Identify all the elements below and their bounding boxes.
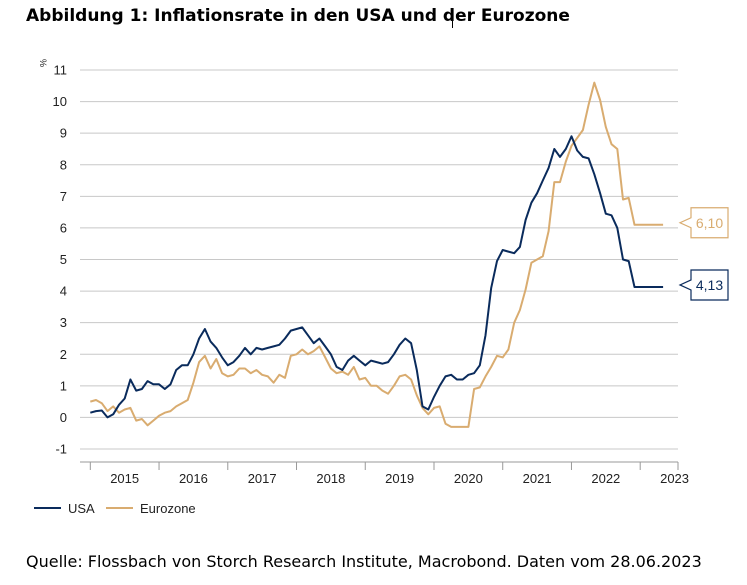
end-label-eurozone: 6,10 bbox=[696, 215, 723, 231]
y-tick-label: 7 bbox=[60, 189, 67, 204]
y-tick-label: 1 bbox=[60, 378, 67, 393]
y-tick-label: 0 bbox=[60, 410, 67, 425]
series-line-eurozone bbox=[90, 81, 664, 428]
series-lines bbox=[90, 81, 664, 428]
chart-title: Abbildung 1: Inflationsrate in den USA u… bbox=[26, 6, 570, 26]
gridlines bbox=[80, 69, 678, 450]
source-note: Quelle: Flossbach von Storch Research In… bbox=[26, 552, 702, 571]
y-tick-label: 4 bbox=[60, 284, 67, 299]
y-tick-label: 2 bbox=[60, 347, 67, 362]
y-tick-label: 6 bbox=[60, 220, 67, 235]
end-label-usa: 4,13 bbox=[696, 277, 723, 293]
text-cursor bbox=[452, 8, 453, 28]
y-tick-label: 3 bbox=[60, 315, 67, 330]
x-tick-label: 2023 bbox=[660, 471, 689, 486]
y-tick-label: 11 bbox=[54, 63, 68, 78]
x-tick-label: 2021 bbox=[523, 471, 552, 486]
y-axis-unit: % bbox=[38, 59, 48, 67]
legend-label-eurozone: Eurozone bbox=[140, 501, 196, 516]
x-tick-label: 2019 bbox=[385, 471, 414, 486]
series-line-usa bbox=[90, 135, 664, 419]
end-labels: 4,13 6,10 bbox=[678, 207, 729, 301]
x-tick-label: 2018 bbox=[316, 471, 345, 486]
end-label-box-usa bbox=[678, 269, 729, 301]
axes: -1 0 1 2 3 4 5 6 7 8 9 10 11% 2015 2016 2017 2018 2019 202… bbox=[38, 59, 689, 486]
y-tick-label: 10 bbox=[53, 94, 67, 109]
x-tick-label: 2022 bbox=[591, 471, 620, 486]
x-tick-label: 2015 bbox=[110, 471, 139, 486]
y-tick-label: 5 bbox=[60, 252, 67, 267]
end-label-box-eurozone bbox=[678, 207, 729, 239]
legend-label-usa: USA bbox=[68, 501, 95, 516]
x-tick-label: 2017 bbox=[248, 471, 277, 486]
x-tick-label: 2016 bbox=[179, 471, 208, 486]
inflation-line-chart: -1 0 1 2 3 4 5 6 7 8 9 10 11% 2015 2016 2017 2018 2019 202… bbox=[34, 59, 729, 516]
y-tick-label: -1 bbox=[55, 442, 67, 457]
y-tick-label: 8 bbox=[60, 157, 67, 172]
y-tick-label: 9 bbox=[60, 126, 67, 141]
legend: USA Eurozone bbox=[34, 501, 196, 516]
x-tick-label: 2020 bbox=[454, 471, 483, 486]
